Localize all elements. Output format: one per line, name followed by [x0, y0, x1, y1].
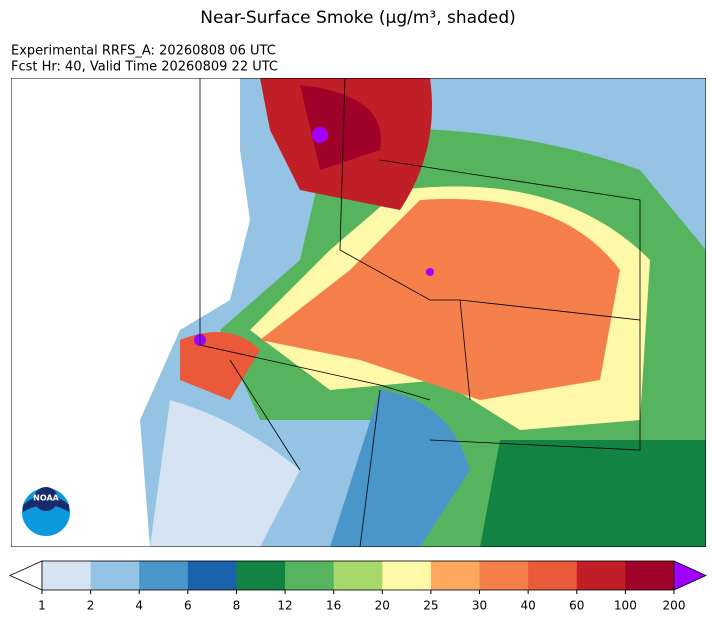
colorbar-segment — [333, 561, 383, 590]
colorbar-frame — [41, 560, 675, 591]
logo-text: NOAA — [33, 494, 59, 503]
colorbar-segment — [187, 561, 237, 590]
subtitle: Fcst Hr: 40, Valid Time 20260809 22 UTC — [11, 60, 278, 75]
colorbar-tick-label: 200 — [663, 599, 686, 613]
title: Near-Surface Smoke (μg/m³, shaded) — [200, 8, 516, 28]
colorbar-segment — [528, 561, 578, 590]
colorbar-over — [673, 560, 707, 591]
colorbar-tick-label: 12 — [277, 599, 292, 613]
colorbar-tick-label: 1 — [38, 599, 46, 613]
colorbar-tick-label: 25 — [423, 599, 438, 613]
colorbar-tick-label: 60 — [569, 599, 584, 613]
colorbar-tick-label: 6 — [184, 599, 192, 613]
colorbar-tick-label: 40 — [521, 599, 536, 613]
colorbar-segment — [625, 561, 675, 590]
colorbar-segment — [90, 561, 140, 590]
colorbar-tick-label: 8 — [233, 599, 241, 613]
colorbar-tick-label: 2 — [87, 599, 95, 613]
colorbar-segment — [382, 561, 432, 590]
colorbar-segment — [236, 561, 286, 590]
colorbar-segment — [285, 561, 335, 590]
colorbar-tick-label: 20 — [375, 599, 390, 613]
map — [11, 78, 706, 547]
noaa-logo: NOAA — [20, 486, 72, 538]
colorbar-segment — [430, 561, 481, 590]
colorbar-tick-label: 100 — [614, 599, 637, 613]
colorbar-tick-label: 16 — [326, 599, 341, 613]
colorbar-segment — [576, 561, 626, 590]
colorbar-segment — [42, 561, 92, 590]
subtitle: Experimental RRFS_A: 20260808 06 UTC — [11, 44, 276, 59]
colorbar-under — [9, 560, 43, 591]
colorbar-segment — [479, 561, 529, 590]
colorbar-segment — [139, 561, 189, 590]
colorbar-tick-label: 30 — [472, 599, 487, 613]
colorbar-tick-label: 4 — [135, 599, 143, 613]
